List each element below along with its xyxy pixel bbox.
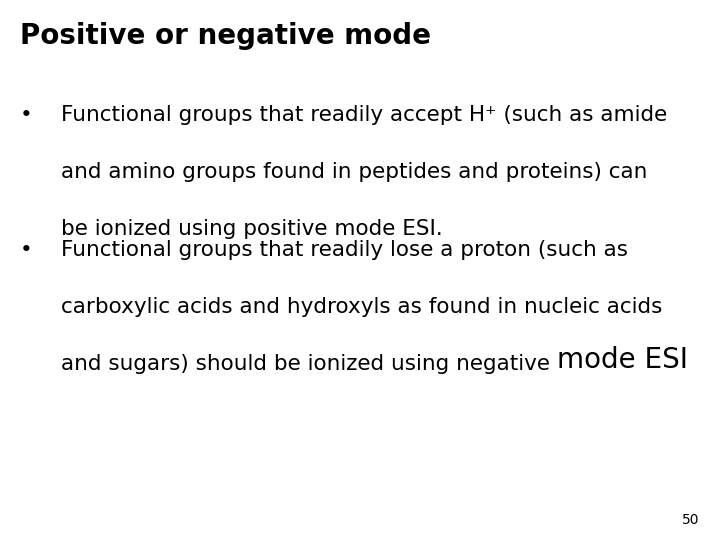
Text: 50: 50 [683,512,700,526]
Text: Functional groups that readily lose a proton (such as: Functional groups that readily lose a pr… [61,240,628,260]
Text: be ionized using positive mode ESI.: be ionized using positive mode ESI. [61,219,443,239]
Text: carboxylic acids and hydroxyls as found in nucleic acids: carboxylic acids and hydroxyls as found … [61,297,662,317]
Text: and amino groups found in peptides and proteins) can: and amino groups found in peptides and p… [61,162,647,182]
Text: mode ESI: mode ESI [557,346,688,374]
Text: •: • [20,105,33,125]
Text: Positive or negative mode: Positive or negative mode [20,22,431,50]
Text: Functional groups that readily accept H⁺ (such as amide: Functional groups that readily accept H⁺… [61,105,667,125]
Text: and sugars) should be ionized using negative: and sugars) should be ionized using nega… [61,354,557,374]
Text: •: • [20,240,33,260]
